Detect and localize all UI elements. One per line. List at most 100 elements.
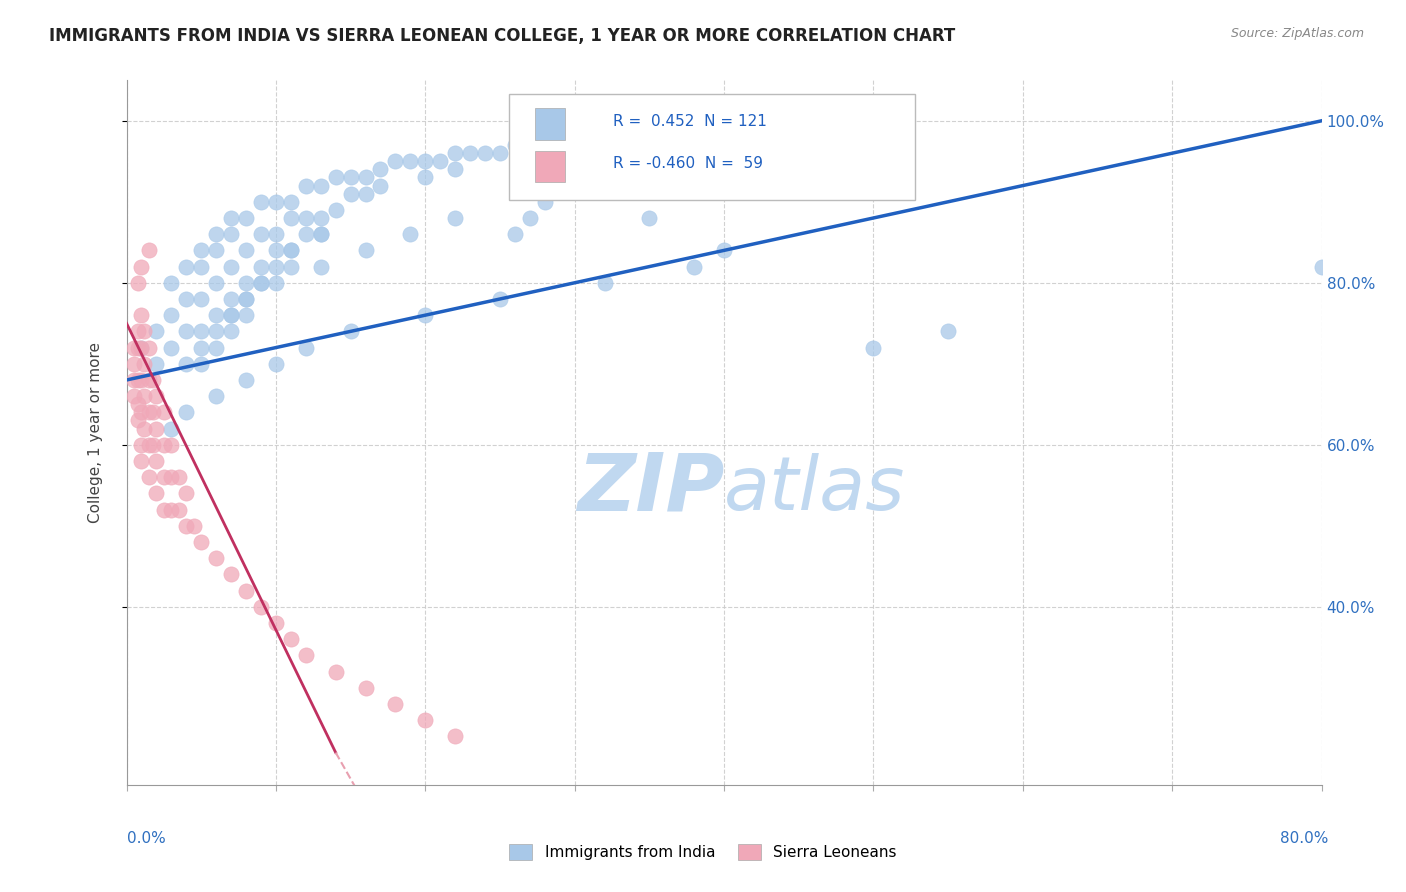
Point: [190, 357, 212, 371]
Point: [787, 121, 810, 136]
Point: [235, 583, 257, 598]
Point: [354, 186, 377, 201]
Point: [638, 211, 661, 225]
Text: 80.0%: 80.0%: [1281, 831, 1329, 846]
Point: [122, 341, 145, 355]
Point: [235, 244, 257, 258]
Point: [122, 389, 145, 403]
Point: [131, 373, 153, 387]
Point: [190, 292, 212, 306]
Point: [205, 324, 228, 338]
Point: [280, 244, 302, 258]
Point: [138, 438, 160, 452]
Point: [683, 121, 706, 136]
Point: [309, 260, 332, 274]
Point: [309, 178, 332, 193]
Point: [862, 341, 884, 355]
Point: [142, 405, 165, 419]
Point: [205, 389, 228, 403]
Point: [339, 186, 361, 201]
Point: [503, 138, 526, 153]
Point: [564, 178, 586, 193]
Point: [127, 413, 149, 427]
Point: [142, 373, 165, 387]
Point: [190, 244, 212, 258]
Point: [280, 632, 302, 647]
Point: [893, 113, 915, 128]
Point: [638, 130, 661, 145]
Point: [399, 154, 422, 169]
Point: [384, 697, 406, 711]
Point: [264, 615, 287, 630]
Point: [160, 341, 183, 355]
Point: [668, 121, 690, 136]
Point: [205, 308, 228, 322]
Point: [325, 170, 347, 185]
Point: [609, 130, 631, 145]
Point: [503, 227, 526, 242]
Point: [160, 438, 183, 452]
Point: [190, 324, 212, 338]
Point: [280, 244, 302, 258]
Point: [325, 665, 347, 679]
Point: [548, 138, 571, 153]
Point: [219, 227, 242, 242]
Point: [127, 276, 149, 290]
Point: [131, 438, 153, 452]
Point: [534, 194, 557, 209]
Point: [354, 244, 377, 258]
Text: Source: ZipAtlas.com: Source: ZipAtlas.com: [1230, 27, 1364, 40]
Point: [145, 357, 167, 371]
Point: [138, 405, 160, 419]
Point: [153, 405, 176, 419]
Point: [235, 276, 257, 290]
Point: [205, 551, 228, 566]
Point: [145, 389, 167, 403]
Point: [219, 308, 242, 322]
Point: [354, 681, 377, 695]
Point: [174, 518, 197, 533]
Point: [190, 260, 212, 274]
Point: [127, 341, 149, 355]
Point: [134, 389, 156, 403]
Point: [160, 502, 183, 516]
Point: [474, 146, 496, 161]
Point: [264, 244, 287, 258]
Point: [138, 470, 160, 484]
Point: [174, 260, 197, 274]
Point: [219, 260, 242, 274]
Point: [145, 486, 167, 500]
Point: [219, 324, 242, 338]
Point: [131, 308, 153, 322]
Point: [183, 518, 205, 533]
Point: [652, 130, 675, 145]
Point: [444, 211, 467, 225]
Point: [174, 292, 197, 306]
Point: [235, 308, 257, 322]
Point: [205, 276, 228, 290]
Point: [127, 397, 149, 411]
Point: [713, 121, 735, 136]
Point: [294, 227, 316, 242]
Text: R = -0.460  N =  59: R = -0.460 N = 59: [613, 156, 763, 171]
Point: [325, 202, 347, 217]
Point: [728, 121, 751, 136]
Point: [429, 154, 451, 169]
Text: ZIP: ZIP: [576, 450, 724, 528]
Point: [280, 194, 302, 209]
Point: [564, 138, 586, 153]
Point: [205, 341, 228, 355]
Point: [235, 292, 257, 306]
Point: [235, 211, 257, 225]
Point: [142, 438, 165, 452]
Point: [309, 211, 332, 225]
Point: [489, 146, 512, 161]
Point: [174, 357, 197, 371]
Point: [250, 194, 273, 209]
Point: [219, 211, 242, 225]
Point: [160, 276, 183, 290]
Point: [127, 324, 149, 338]
Point: [131, 405, 153, 419]
Point: [444, 146, 467, 161]
Point: [153, 438, 176, 452]
